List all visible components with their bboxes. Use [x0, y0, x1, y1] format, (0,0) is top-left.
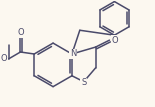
Text: S: S: [81, 78, 86, 87]
Text: O: O: [17, 28, 24, 37]
Text: O: O: [1, 54, 8, 63]
Text: O: O: [111, 36, 118, 45]
Text: N: N: [70, 50, 76, 59]
